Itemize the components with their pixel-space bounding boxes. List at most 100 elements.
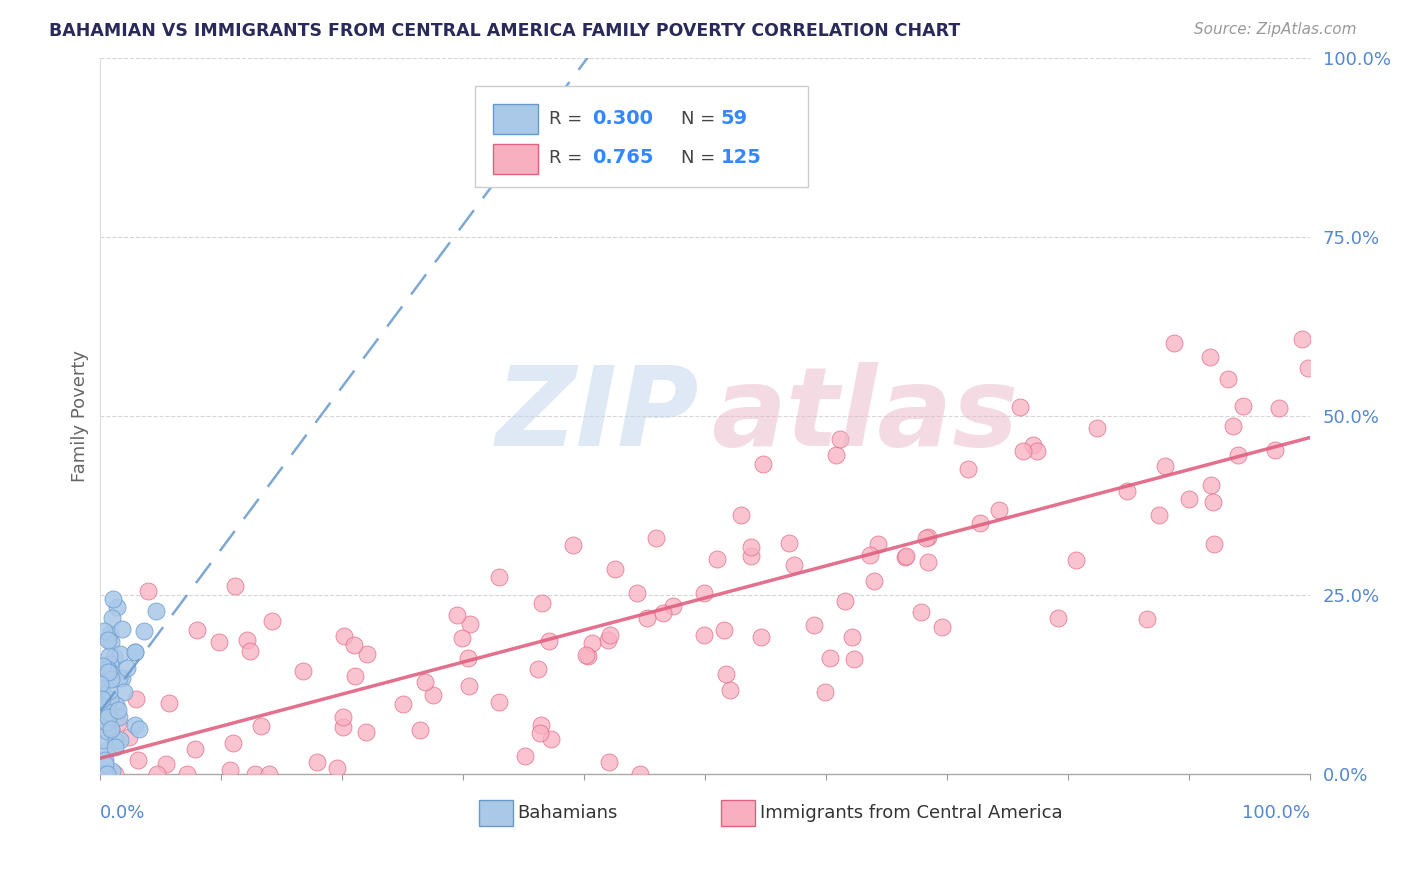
Text: Source: ZipAtlas.com: Source: ZipAtlas.com <box>1194 22 1357 37</box>
Point <box>561 538 583 552</box>
Point <box>803 617 825 632</box>
Point <box>662 599 685 614</box>
Point <box>104 739 127 754</box>
Point <box>90 699 112 714</box>
Point <box>124 645 146 659</box>
Point <box>818 651 841 665</box>
Point <box>628 767 651 781</box>
Point <box>332 720 354 734</box>
Point <box>1202 537 1225 551</box>
Point <box>1199 477 1222 491</box>
Point <box>1066 553 1088 567</box>
Point <box>1199 350 1222 364</box>
Point <box>540 732 562 747</box>
Point <box>1264 443 1286 458</box>
Point <box>145 604 167 618</box>
Point <box>90 697 112 711</box>
FancyBboxPatch shape <box>475 87 808 186</box>
Point <box>124 645 146 659</box>
Text: Immigrants from Central America: Immigrants from Central America <box>759 804 1062 822</box>
Point <box>693 586 716 600</box>
Point <box>105 599 128 614</box>
Point <box>894 549 917 564</box>
Point <box>93 767 115 781</box>
Point <box>96 724 118 739</box>
Point <box>118 730 141 744</box>
Point <box>91 659 114 673</box>
Point <box>1268 401 1291 415</box>
Point <box>96 715 118 730</box>
Text: ZIP: ZIP <box>495 362 699 469</box>
Point <box>1227 448 1250 462</box>
Point <box>333 629 356 643</box>
Point <box>598 755 620 769</box>
Point <box>124 717 146 731</box>
Text: N =: N = <box>681 149 721 167</box>
Point <box>343 669 366 683</box>
Point <box>97 710 120 724</box>
Point <box>778 535 800 549</box>
Point <box>931 620 953 634</box>
Text: N =: N = <box>681 110 721 128</box>
Point <box>103 650 125 665</box>
Text: 0.0%: 0.0% <box>100 804 146 822</box>
Point <box>111 671 134 685</box>
Y-axis label: Family Poverty: Family Poverty <box>72 350 89 482</box>
Point <box>415 675 437 690</box>
FancyBboxPatch shape <box>494 104 538 135</box>
Point <box>108 671 131 685</box>
Point <box>910 605 932 619</box>
Text: 125: 125 <box>721 148 762 168</box>
Point <box>96 662 118 676</box>
Point <box>136 584 159 599</box>
Point <box>957 461 980 475</box>
Point <box>222 735 245 749</box>
Point <box>529 725 551 739</box>
Point <box>325 761 347 775</box>
Point <box>101 592 124 607</box>
Point <box>354 725 377 739</box>
Point <box>1010 401 1032 415</box>
Point <box>98 691 121 706</box>
Point <box>828 432 851 446</box>
Point <box>1232 399 1254 413</box>
Point <box>651 606 673 620</box>
Point <box>207 635 229 649</box>
Text: BAHAMIAN VS IMMIGRANTS FROM CENTRAL AMERICA FAMILY POVERTY CORRELATION CHART: BAHAMIAN VS IMMIGRANTS FROM CENTRAL AMER… <box>49 22 960 40</box>
Point <box>91 681 114 696</box>
Point <box>730 508 752 523</box>
Point <box>112 685 135 699</box>
Point <box>575 648 598 662</box>
FancyBboxPatch shape <box>721 800 755 826</box>
Point <box>176 767 198 781</box>
Point <box>859 548 882 562</box>
Point <box>409 723 432 737</box>
Point <box>457 679 479 693</box>
Point <box>146 767 169 781</box>
Point <box>842 652 865 666</box>
Point <box>94 753 117 767</box>
Point <box>645 531 668 545</box>
Point <box>988 502 1011 516</box>
Point <box>917 555 939 569</box>
Point <box>132 624 155 639</box>
Point <box>969 516 991 530</box>
Point <box>531 596 554 610</box>
Text: 0.300: 0.300 <box>592 109 654 128</box>
Point <box>100 723 122 737</box>
Point <box>713 623 735 637</box>
Point <box>96 743 118 757</box>
Point <box>98 684 121 698</box>
Point <box>98 648 121 663</box>
Text: atlas: atlas <box>711 362 1018 469</box>
Point <box>186 623 208 637</box>
Point <box>862 574 884 588</box>
Point <box>576 648 599 663</box>
Point <box>94 714 117 729</box>
Point <box>128 722 150 736</box>
Point <box>249 718 271 732</box>
Point <box>97 665 120 679</box>
Point <box>460 616 482 631</box>
Point <box>636 611 658 625</box>
Point <box>89 677 111 691</box>
